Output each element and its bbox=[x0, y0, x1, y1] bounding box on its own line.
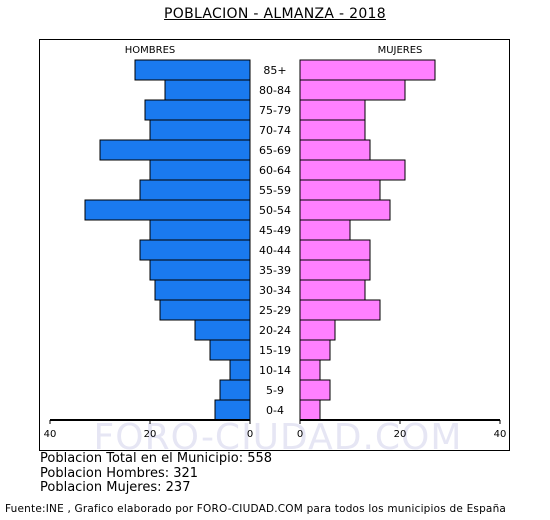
bar-hombres-20-24 bbox=[194, 319, 251, 341]
bar-hombres-35-39 bbox=[149, 259, 251, 281]
age-label-35-39: 35-39 bbox=[259, 264, 291, 277]
age-label-0-4: 0-4 bbox=[266, 404, 284, 417]
age-label-10-14: 10-14 bbox=[259, 364, 291, 377]
age-label-5-9: 5-9 bbox=[266, 384, 284, 397]
bar-mujeres-5-9 bbox=[299, 379, 331, 401]
bar-mujeres-45-49 bbox=[299, 219, 351, 241]
bar-mujeres-0-4 bbox=[299, 399, 321, 421]
bar-mujeres-85+ bbox=[299, 59, 436, 81]
tick-label-left-40: 40 bbox=[44, 429, 57, 440]
bar-hombres-0-4 bbox=[214, 399, 251, 421]
bar-hombres-15-19 bbox=[209, 339, 251, 361]
stat-mujeres: Poblacion Mujeres: 237 bbox=[40, 480, 191, 495]
chart-frame bbox=[39, 39, 510, 451]
bar-mujeres-15-19 bbox=[299, 339, 331, 361]
age-label-20-24: 20-24 bbox=[259, 324, 291, 337]
age-label-65-69: 65-69 bbox=[259, 144, 291, 157]
bar-hombres-50-54 bbox=[84, 199, 251, 221]
bar-hombres-55-59 bbox=[139, 179, 251, 201]
age-label-75-79: 75-79 bbox=[259, 104, 291, 117]
age-label-25-29: 25-29 bbox=[259, 304, 291, 317]
bar-mujeres-80-84 bbox=[299, 79, 406, 101]
chart-title: POBLACION - ALMANZA - 2018 bbox=[164, 6, 386, 22]
mujeres-label: MUJERES bbox=[378, 45, 423, 56]
tick-label-right-0: 0 bbox=[297, 429, 303, 440]
bar-hombres-70-74 bbox=[149, 119, 251, 141]
age-label-50-54: 50-54 bbox=[259, 204, 291, 217]
age-label-70-74: 70-74 bbox=[259, 124, 291, 137]
population-stats: Poblacion Total en el Municipio: 558 Pob… bbox=[40, 451, 273, 496]
bar-hombres-80-84 bbox=[164, 79, 251, 101]
bar-mujeres-55-59 bbox=[299, 179, 381, 201]
bar-hombres-60-64 bbox=[149, 159, 251, 181]
hombres-label: HOMBRES bbox=[125, 45, 176, 56]
bar-hombres-85+ bbox=[134, 59, 251, 81]
bar-mujeres-30-34 bbox=[299, 279, 366, 301]
bar-hombres-25-29 bbox=[159, 299, 251, 321]
tick-label-left-0: 0 bbox=[247, 429, 253, 440]
bar-hombres-45-49 bbox=[149, 219, 251, 241]
stat-hombres: Poblacion Hombres: 321 bbox=[40, 465, 199, 481]
bar-hombres-65-69 bbox=[99, 139, 251, 161]
age-label-80-84: 80-84 bbox=[259, 84, 291, 97]
age-label-45-49: 45-49 bbox=[259, 224, 291, 237]
bar-hombres-10-14 bbox=[229, 359, 251, 381]
bar-mujeres-35-39 bbox=[299, 259, 371, 281]
age-label-85+: 85+ bbox=[263, 64, 286, 77]
bar-mujeres-20-24 bbox=[299, 319, 336, 341]
bar-mujeres-65-69 bbox=[299, 139, 371, 161]
age-label-60-64: 60-64 bbox=[259, 164, 291, 177]
bar-mujeres-10-14 bbox=[299, 359, 321, 381]
tick-label-right-20: 20 bbox=[394, 429, 407, 440]
bar-mujeres-50-54 bbox=[299, 199, 391, 221]
footer-source: Fuente:INE , Grafico elaborado por FORO-… bbox=[5, 503, 507, 515]
age-label-40-44: 40-44 bbox=[259, 244, 291, 257]
bar-hombres-40-44 bbox=[139, 239, 251, 261]
age-label-15-19: 15-19 bbox=[259, 344, 291, 357]
bar-hombres-30-34 bbox=[154, 279, 251, 301]
bar-mujeres-40-44 bbox=[299, 239, 371, 261]
tick-label-right-40: 40 bbox=[494, 429, 507, 440]
bar-mujeres-75-79 bbox=[299, 99, 366, 121]
bar-mujeres-70-74 bbox=[299, 119, 366, 141]
age-label-55-59: 55-59 bbox=[259, 184, 291, 197]
stat-total: Poblacion Total en el Municipio: 558 bbox=[40, 451, 273, 466]
bar-hombres-75-79 bbox=[144, 99, 251, 121]
age-label-30-34: 30-34 bbox=[259, 284, 291, 297]
bar-hombres-5-9 bbox=[219, 379, 251, 401]
tick-label-left-20: 20 bbox=[144, 429, 157, 440]
bar-mujeres-60-64 bbox=[299, 159, 406, 181]
bar-mujeres-25-29 bbox=[299, 299, 381, 321]
